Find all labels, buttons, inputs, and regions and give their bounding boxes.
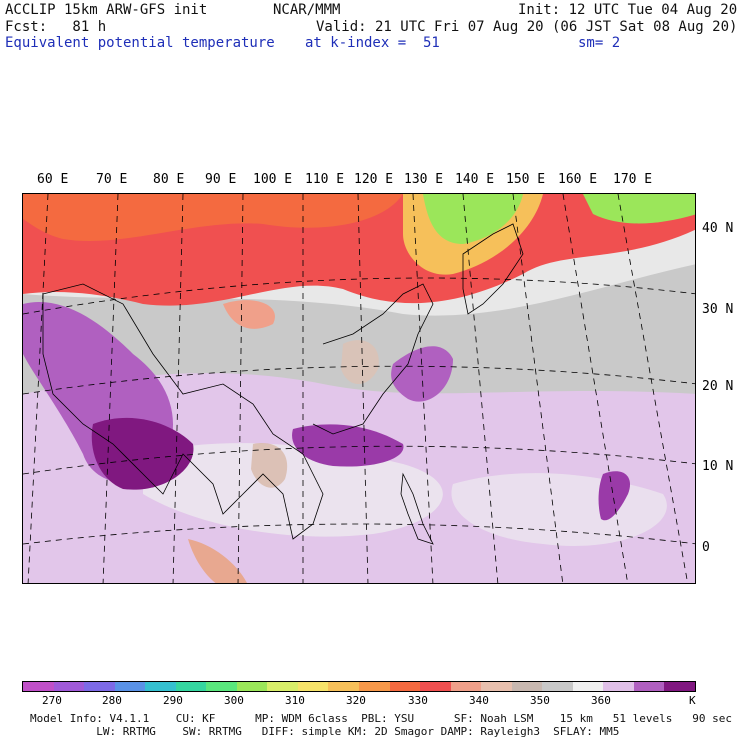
lon-label: 110 E [305, 172, 345, 187]
colorbar-swatch [145, 682, 176, 691]
lat-label: 0 [702, 540, 710, 555]
colorbar-tick: 330 [408, 694, 428, 707]
colorbar-swatch [267, 682, 298, 691]
lat-label: 40 N [702, 221, 734, 236]
lon-label: 90 E [205, 172, 237, 187]
colorbar-swatch [511, 682, 543, 691]
header-valid-time: Valid: 21 UTC Fri 07 Aug 20 (06 JST Sat … [316, 19, 738, 35]
header-forecast-hour: Fcst: 81 h [5, 19, 107, 35]
colorbar [22, 681, 696, 692]
header-title: ACCLIP 15km ARW-GFS init [5, 2, 208, 18]
colorbar-swatch [297, 682, 329, 691]
lon-label: 120 E [354, 172, 394, 187]
lon-label: 170 E [613, 172, 653, 187]
colorbar-swatch [328, 682, 360, 691]
smoothing-label: sm= 2 [578, 35, 621, 51]
theta-e-field-map [23, 194, 695, 583]
colorbar-tick: 320 [346, 694, 366, 707]
colorbar-swatch [359, 682, 390, 691]
k-index-label: at k-index = 51 [305, 35, 440, 51]
colorbar-swatch [206, 682, 237, 691]
field-name: Equivalent potential temperature [5, 35, 275, 51]
model-info-line2: LW: RRTMG SW: RRTMG DIFF: simple KM: 2D … [30, 725, 620, 738]
colorbar-swatch [389, 682, 421, 691]
lon-label: 80 E [153, 172, 185, 187]
colorbar-tick: 310 [285, 694, 305, 707]
colorbar-tick: 350 [530, 694, 550, 707]
colorbar-swatch [53, 682, 85, 691]
colorbar-tick: 340 [469, 694, 489, 707]
lon-label: 60 E [37, 172, 69, 187]
colorbar-tick: 270 [42, 694, 62, 707]
colorbar-swatch [664, 682, 696, 691]
colorbar-swatch [420, 682, 451, 691]
lat-label: 30 N [702, 302, 734, 317]
colorbar-tick: 280 [102, 694, 122, 707]
colorbar-swatch [633, 682, 665, 691]
lon-label: 160 E [558, 172, 598, 187]
lon-label: 150 E [506, 172, 546, 187]
header-init-time: Init: 12 UTC Tue 04 Aug 20 [518, 2, 738, 18]
colorbar-swatch [114, 682, 146, 691]
colorbar-unit: K [689, 694, 696, 707]
lon-label: 130 E [404, 172, 444, 187]
lon-label: 70 E [96, 172, 128, 187]
map-panel [22, 193, 696, 584]
model-info-line1: Model Info: V4.1.1 CU: KF MP: WDM 6class… [30, 712, 732, 725]
colorbar-tick: 360 [591, 694, 611, 707]
colorbar-swatch [572, 682, 604, 691]
colorbar-tick: 300 [224, 694, 244, 707]
lat-label: 10 N [702, 459, 734, 474]
colorbar-swatch [450, 682, 482, 691]
lon-label: 140 E [455, 172, 495, 187]
lon-label: 100 E [253, 172, 293, 187]
header-organization: NCAR/MMM [273, 2, 341, 18]
colorbar-swatch [175, 682, 207, 691]
lat-label: 20 N [702, 379, 734, 394]
colorbar-swatch [542, 682, 573, 691]
colorbar-swatch [23, 682, 54, 691]
colorbar-tick: 290 [163, 694, 183, 707]
colorbar-swatch [603, 682, 634, 691]
colorbar-swatch [481, 682, 512, 691]
colorbar-swatch [236, 682, 268, 691]
colorbar-swatch [84, 682, 115, 691]
